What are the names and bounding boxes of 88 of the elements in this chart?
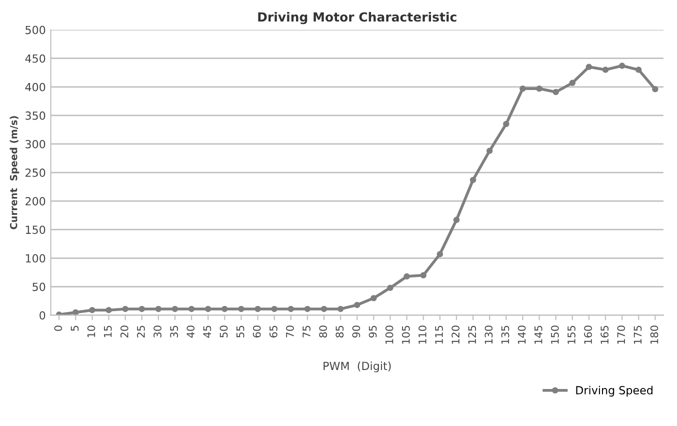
- x-tick-label: 105: [402, 326, 410, 344]
- x-tick-label: 90: [352, 326, 360, 338]
- point: [387, 284, 394, 291]
- x-tick-label: 95: [368, 326, 377, 338]
- x-tick-label: 60: [252, 326, 261, 338]
- x-tick-label: 170: [617, 326, 626, 344]
- y-tick-label: 300: [26, 140, 46, 148]
- x-tick-label: 120: [452, 326, 460, 344]
- x-tick-label: 175: [634, 326, 642, 344]
- point: [503, 120, 510, 128]
- x-tick-label: 110: [418, 326, 426, 344]
- y-tick-label: 0: [40, 311, 46, 320]
- y-tick-label: 200: [26, 197, 46, 206]
- point: [586, 64, 592, 70]
- x-tick-label: 40: [186, 326, 195, 338]
- x-tick-label: 65: [269, 326, 278, 338]
- x-axis-title: PWM (Digit): [324, 362, 391, 372]
- x-tick-label: 55: [236, 326, 244, 338]
- x-tick-label: 15: [104, 326, 112, 338]
- x-tick-label: 5: [70, 326, 79, 331]
- point: [271, 306, 278, 312]
- x-tick-label: 20: [120, 326, 128, 338]
- point: [569, 80, 576, 86]
- x-tick-label: 45: [203, 326, 212, 338]
- x-tick-label: 85: [336, 326, 344, 338]
- point: [420, 272, 426, 278]
- y-axis-title: Current Speed (m/s): [10, 116, 20, 230]
- y-tick-label: 350: [26, 111, 46, 120]
- point: [304, 306, 311, 312]
- x-tick-label: 125: [468, 326, 476, 344]
- point: [536, 85, 542, 92]
- y-tick-label: 100: [26, 254, 46, 263]
- point: [254, 306, 261, 312]
- point: [288, 306, 294, 312]
- x-tick-label: 35: [170, 326, 178, 338]
- point: [552, 88, 559, 96]
- chart-title: Driving Motor Characteristic: [258, 12, 456, 24]
- x-tick-label: 165: [600, 326, 609, 344]
- x-tick-label: 135: [501, 326, 510, 344]
- point: [337, 306, 344, 312]
- y-tick-label: 400: [25, 82, 46, 92]
- y-tick-label: 250: [26, 168, 46, 177]
- point: [453, 216, 460, 224]
- y-tick-label: 150: [26, 226, 46, 234]
- point: [72, 309, 79, 316]
- x-tick-label: 70: [286, 326, 294, 338]
- point: [520, 85, 526, 92]
- point: [138, 306, 145, 312]
- x-tick-label: 75: [302, 326, 310, 338]
- point: [122, 306, 128, 312]
- point: [436, 251, 444, 258]
- point: [370, 294, 377, 302]
- point: [354, 302, 360, 308]
- x-tick-label: 145: [534, 326, 542, 344]
- x-tick-label: 80: [319, 326, 328, 338]
- y-tick-label: 500: [26, 26, 46, 34]
- point: [155, 306, 162, 312]
- point: [238, 306, 244, 312]
- point: [602, 66, 609, 73]
- x-tick-label: 180: [650, 326, 658, 344]
- x-tick-label: 130: [484, 326, 493, 344]
- point: [404, 273, 410, 280]
- x-tick-label: 100: [385, 326, 394, 344]
- x-tick-label: 150: [550, 326, 559, 344]
- point: [188, 306, 195, 312]
- x-tick-label: 140: [518, 326, 526, 344]
- x-tick-label: 115: [435, 326, 443, 344]
- y-tick-label: 450: [25, 54, 46, 63]
- x-tick-label: 160: [584, 326, 592, 344]
- x-tick-label: 155: [568, 326, 576, 344]
- legend-label: Driving Speed: [576, 386, 652, 397]
- point: [486, 148, 493, 154]
- point: [652, 86, 658, 92]
- point: [635, 66, 642, 73]
- x-tick-label: 0: [54, 326, 62, 331]
- point: [204, 306, 212, 312]
- y-tick-label: 50: [32, 282, 46, 292]
- point: [470, 176, 476, 184]
- x-tick-label: 25: [136, 326, 145, 338]
- point: [618, 62, 626, 69]
- point: [320, 306, 328, 312]
- point: [222, 306, 228, 312]
- x-tick-label: 30: [154, 326, 162, 338]
- point: [106, 306, 112, 314]
- point: [89, 306, 96, 314]
- point: [172, 306, 178, 312]
- x-tick-label: 50: [220, 326, 228, 338]
- x-tick-label: 10: [87, 326, 96, 338]
